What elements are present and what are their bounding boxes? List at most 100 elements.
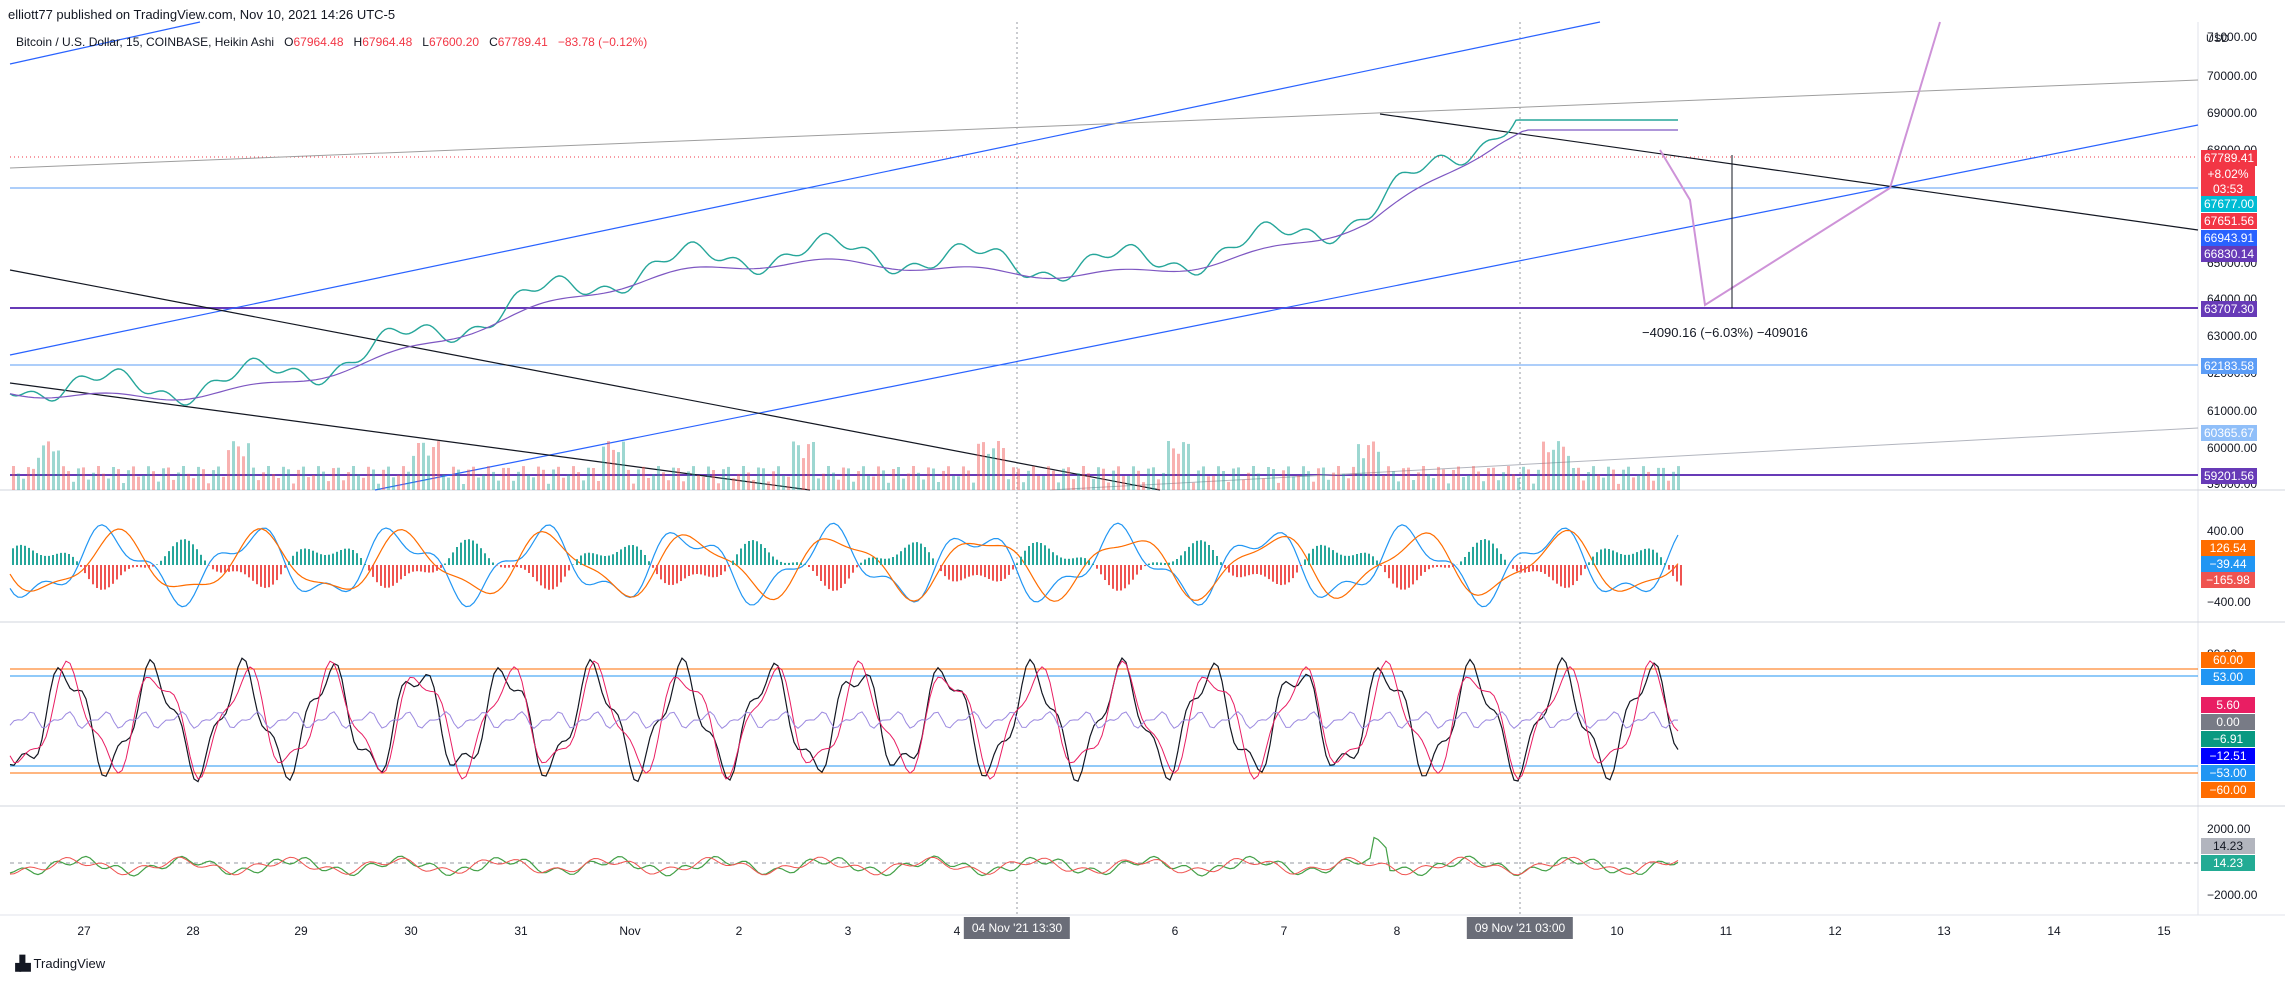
macd-histogram-bar [1496, 548, 1498, 565]
osc-tag-zero: 0.00 [2201, 714, 2255, 730]
macd-histogram-bar [144, 565, 146, 568]
macd-histogram-bar [1228, 565, 1230, 573]
volume-bar [1267, 467, 1270, 490]
macd-histogram-bar [100, 565, 102, 590]
volume-bar [1157, 479, 1160, 490]
volume-bar [872, 476, 875, 490]
volume-bar [27, 467, 30, 490]
crosshair-date-tag: 04 Nov '21 13:30 [963, 917, 1071, 939]
high-value: 67964.48 [362, 35, 413, 49]
volume-bar [572, 466, 575, 490]
macd-histogram-bar [120, 565, 122, 576]
volume-bar [282, 466, 285, 490]
macd-histogram-bar [1584, 565, 1586, 569]
trendline-black-right [1379, 113, 2199, 231]
macd-histogram-bar [1632, 553, 1634, 565]
price-tag-horizontal-line: 62183.58 [2201, 358, 2258, 374]
macd-histogram-bar [1016, 563, 1018, 565]
macd-histogram-bar [1524, 565, 1526, 573]
macd-histogram-bar [1680, 565, 1682, 586]
volume-bar [332, 468, 335, 490]
volume-bar [1657, 467, 1660, 490]
volume-bar [287, 469, 290, 490]
macd-histogram-bar [604, 556, 606, 565]
close-label: C [489, 35, 498, 49]
volume-bar [817, 478, 820, 490]
volume-bar [1517, 477, 1520, 490]
volume-bar [267, 466, 270, 490]
low-label: L [422, 35, 429, 49]
macd-histogram-bar [420, 565, 422, 572]
volume-bar [92, 472, 95, 490]
volume-bar [1297, 475, 1300, 490]
macd-histogram-bar [1672, 565, 1674, 576]
measure-label: −4090.16 (−6.03%) −409016 [1642, 325, 1808, 340]
volume-bar [917, 472, 920, 490]
volume-bar [337, 467, 340, 490]
volume-bar [1652, 480, 1655, 490]
volume-bar [1212, 475, 1215, 490]
macd-histogram-bar [260, 565, 262, 587]
volume-bar [747, 472, 750, 490]
trendline-black-upper [9, 269, 1161, 491]
macd-histogram-bar [340, 550, 342, 565]
macd-histogram-bar [376, 565, 378, 583]
macd-histogram-bar [892, 557, 894, 565]
tradingview-logo[interactable]: ▗▙ TradingView [10, 955, 105, 972]
macd-histogram-bar [244, 565, 246, 575]
macd-histogram-bar [356, 553, 358, 565]
macd-histogram-bar [308, 549, 310, 565]
price-tag-last: 67789.41 [2201, 150, 2258, 166]
volume-bar [302, 466, 305, 490]
volume-bar [642, 466, 645, 490]
trendline-gray-upper [9, 79, 2199, 169]
macd-histogram-bar [48, 555, 50, 565]
macd-histogram-bar [388, 565, 390, 588]
volume-bar [172, 479, 175, 490]
macd-histogram-bar [884, 558, 886, 565]
macd-histogram-bar [1052, 552, 1054, 565]
volume-bar [1082, 466, 1085, 490]
macd-histogram-bar [456, 547, 458, 565]
volume-bar [1597, 474, 1600, 490]
volume-bar [1502, 472, 1505, 490]
macd-histogram-bar [1464, 557, 1466, 565]
volume-bar [1402, 468, 1405, 490]
macd-histogram-bar [1608, 549, 1610, 565]
volume-bar [497, 480, 500, 490]
volume-bar [457, 469, 460, 490]
macd-histogram-bar [452, 552, 454, 565]
volume-bar [252, 467, 255, 490]
volume-bar [1407, 467, 1410, 490]
macd-histogram-bar [984, 565, 986, 578]
macd-histogram-bar [1160, 562, 1162, 565]
volume-bar [612, 449, 615, 490]
volume-bar [602, 446, 605, 490]
volume-bar [942, 470, 945, 490]
volume-bar [1282, 470, 1285, 490]
macd-histogram-bar [408, 565, 410, 574]
volume-bar [557, 466, 560, 490]
macd-histogram-bar [1108, 565, 1110, 586]
macd-histogram-bar [1004, 565, 1006, 579]
volume-bar [892, 469, 895, 490]
volume-bar [757, 467, 760, 490]
volume-bar [1122, 476, 1125, 490]
macd-histogram-bar [168, 551, 170, 565]
macd-histogram-bar [1468, 551, 1470, 565]
volume-bar [1617, 483, 1620, 490]
macd-histogram-bar [1612, 550, 1614, 565]
macd-histogram-bar [1372, 556, 1374, 565]
volume-bar [982, 442, 985, 490]
macd-histogram-bar [116, 565, 118, 580]
macd-histogram-bar [1236, 565, 1238, 578]
volume-bar [732, 478, 735, 490]
macd-histogram-bar [532, 565, 534, 577]
date-label: 3 [844, 924, 852, 938]
macd-histogram-bar [1296, 565, 1298, 573]
volume-bar [1347, 478, 1350, 490]
macd-histogram-bar [1164, 563, 1166, 565]
macd-histogram-bar [956, 565, 958, 582]
volume-bar [77, 468, 80, 490]
